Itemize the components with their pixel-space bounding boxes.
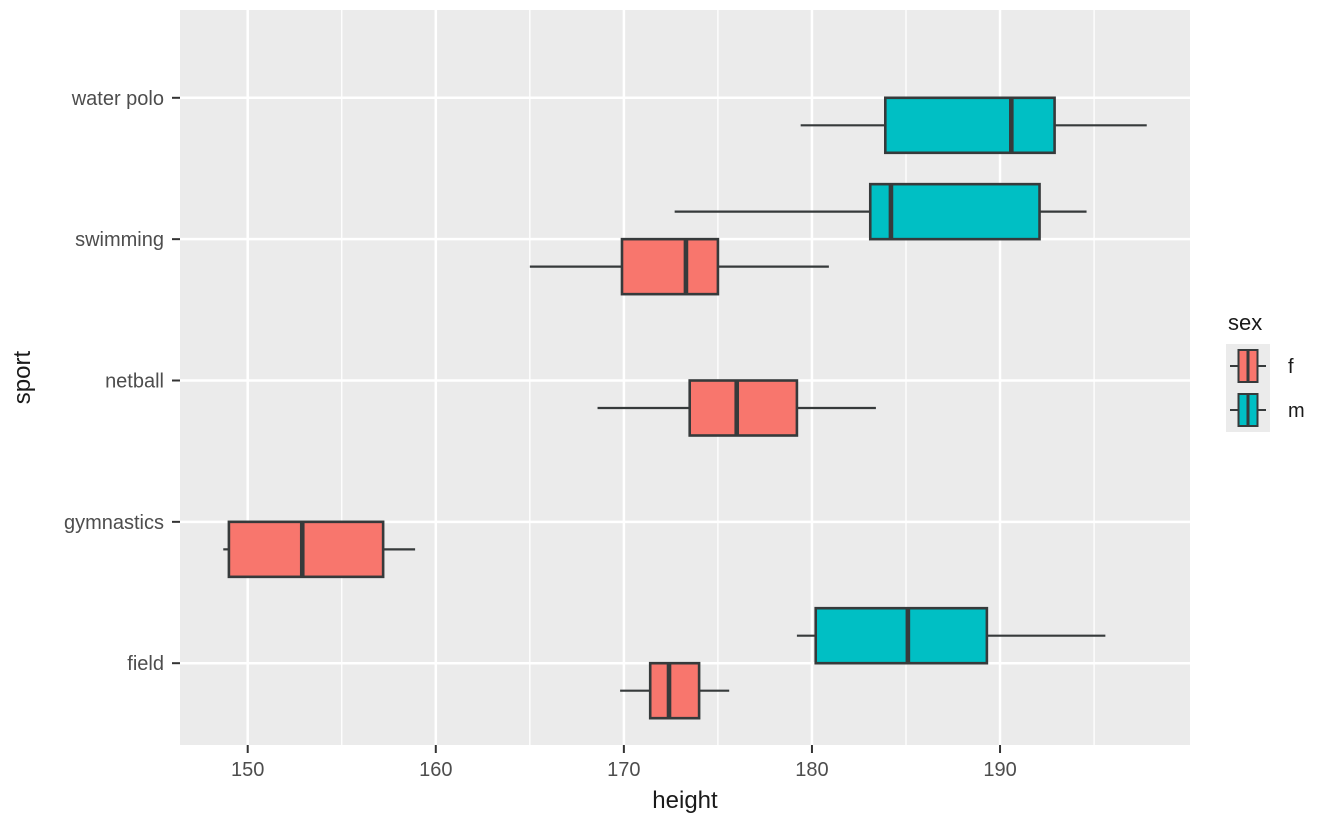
x-axis-tick-label-160: 160 [419,759,452,781]
box-water-polo-m [800,96,1147,155]
box-swimming-f [529,237,829,296]
legend-label-f: f [1288,356,1294,378]
box-netball-f [597,379,876,437]
x-axis-tick-label-170: 170 [607,759,640,781]
y-axis-title: sport [9,350,36,404]
x-axis-tick-label-180: 180 [795,759,828,781]
y-axis-tick-label-netball: netball [105,371,164,393]
y-axis-tick-label-swimming: swimming [75,229,164,251]
box-gymnastics-f [223,520,416,579]
box-field-m [796,606,1106,665]
legend-label-m: m [1288,400,1305,422]
x-axis-title: height [652,787,718,814]
iqr-box [620,237,720,296]
iqr-box [227,520,385,579]
iqr-box [814,606,989,665]
iqr-box [648,661,701,720]
legend-key-m [1226,388,1270,432]
y-axis-tick-label-gymnastics: gymnastics [64,512,164,534]
x-axis-tick-label-190: 190 [983,759,1016,781]
y-axis-tick-label-field: field [127,653,164,675]
y-axis-tick-label-water-polo: water polo [71,88,164,110]
iqr-box [884,96,1056,155]
legend-key-f [1226,344,1270,388]
legend-title: sex [1228,310,1262,335]
iqr-box [688,379,799,437]
box-swimming-m [674,182,1087,241]
iqr-box [868,182,1041,241]
x-axis-tick-label-150: 150 [231,759,264,781]
box-field-f [620,661,730,720]
